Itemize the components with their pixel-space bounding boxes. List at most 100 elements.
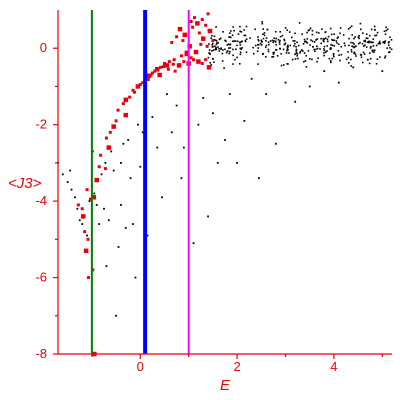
cloud-point (350, 49, 353, 51)
cloud-point (365, 46, 368, 48)
cloud-point (254, 44, 257, 47)
cloud-point (229, 43, 231, 46)
cloud-point (343, 42, 346, 45)
cloud-point (237, 33, 240, 35)
cloud-point (371, 41, 373, 44)
cloud-point (240, 48, 242, 51)
cloud-point (390, 48, 393, 51)
cloud-point (302, 50, 304, 52)
data-point (112, 169, 115, 172)
data-point (86, 276, 90, 280)
data-point (88, 197, 92, 201)
cloud-point (350, 65, 353, 67)
data-point (88, 200, 91, 203)
cloud-point (303, 52, 306, 54)
cloud-point (339, 59, 341, 62)
cloud-point (267, 48, 270, 51)
data-point (166, 67, 170, 71)
cloud-point (333, 45, 336, 47)
cloud-point (320, 42, 322, 45)
cloud-point (371, 49, 374, 52)
cloud-point (244, 34, 247, 37)
cloud-point (337, 43, 340, 46)
cloud-point (228, 36, 231, 38)
cloud-point (362, 32, 364, 34)
data-point (120, 204, 122, 206)
cloud-point (363, 53, 366, 55)
cloud-point (340, 53, 343, 56)
cloud-point (208, 49, 211, 51)
cloud-point (239, 51, 242, 54)
cloud-point (296, 55, 298, 57)
cloud-point (280, 53, 283, 55)
cloud-point (306, 38, 309, 40)
cloud-point (291, 58, 294, 61)
cloud-point (244, 39, 247, 42)
data-point (116, 108, 120, 112)
cloud-point (234, 58, 236, 61)
cloud-point (301, 33, 303, 35)
data-point (200, 62, 204, 66)
cloud-point (332, 39, 334, 42)
cloud-point (359, 41, 361, 44)
cloud-point (232, 63, 234, 65)
data-point (191, 25, 195, 29)
cloud-point (370, 41, 372, 44)
data-point (145, 76, 150, 82)
cloud-point (357, 42, 360, 45)
cloud-point (286, 29, 289, 31)
cloud-point (284, 42, 287, 45)
data-point (123, 97, 129, 103)
cloud-point (279, 30, 282, 33)
data-point (66, 181, 69, 183)
cloud-point (244, 40, 247, 43)
cloud-point (208, 43, 210, 45)
cloud-point (372, 41, 374, 44)
data-point (99, 153, 103, 157)
cloud-point (353, 37, 355, 40)
cloud-point (257, 43, 260, 46)
data-point (76, 203, 80, 207)
cloud-point (330, 47, 332, 50)
data-point (176, 63, 182, 68)
cloud-point (332, 52, 335, 55)
cloud-point (339, 27, 342, 29)
cloud-point (351, 45, 353, 47)
cloud-point (208, 52, 211, 54)
data-point (146, 234, 149, 237)
cloud-point (317, 32, 320, 34)
cloud-point (277, 38, 280, 41)
cloud-point (278, 43, 281, 45)
cloud-point (297, 57, 299, 60)
data-point (200, 18, 204, 22)
data-point (104, 161, 107, 164)
data-point (132, 90, 136, 94)
cloud-point (327, 35, 330, 38)
cloud-point (355, 55, 357, 57)
cloud-point (314, 50, 316, 53)
cloud-point (366, 37, 369, 40)
data-point (179, 54, 183, 58)
cloud-point (368, 41, 370, 44)
data-point (184, 51, 190, 57)
cloud-point (315, 48, 317, 51)
cloud-point (264, 46, 267, 49)
cloud-point (368, 34, 371, 37)
cloud-point (354, 36, 356, 38)
cloud-point (309, 27, 312, 30)
cloud-point (272, 51, 275, 54)
x-axis-title: E (220, 377, 231, 394)
data-point (192, 58, 196, 62)
data-point (95, 204, 98, 206)
data-point (274, 142, 277, 145)
cloud-point (362, 45, 365, 47)
cloud-point (243, 34, 246, 37)
cloud-point (351, 34, 354, 36)
cloud-point (316, 47, 319, 50)
cloud-point (283, 43, 286, 46)
cloud-point (355, 45, 357, 47)
data-point (182, 146, 185, 149)
cloud-point (322, 39, 325, 42)
cloud-point (260, 39, 263, 42)
cloud-point (294, 58, 297, 60)
